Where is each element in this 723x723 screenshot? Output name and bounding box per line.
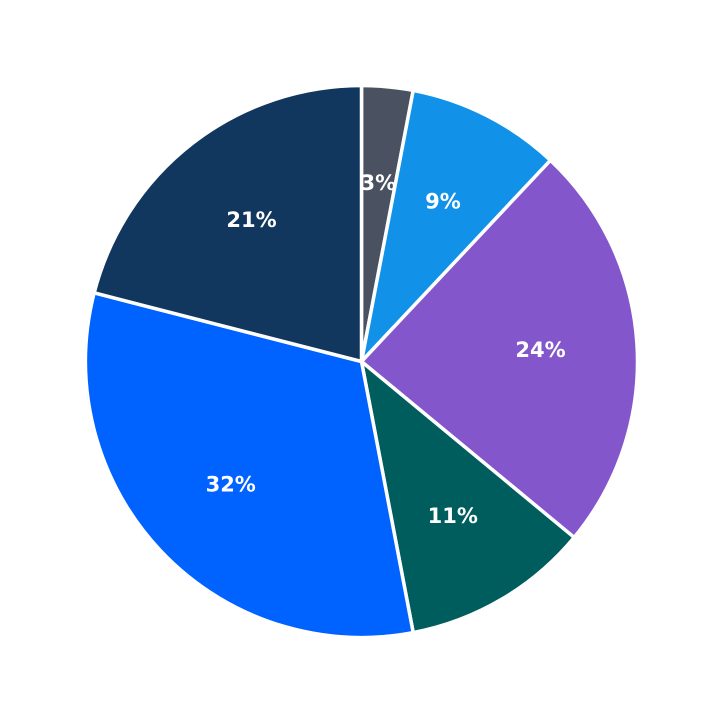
pie-slice-3 <box>359 158 640 540</box>
pie-slice-label-6: 21% <box>226 208 276 232</box>
pie-slice-label-4: 11% <box>428 504 478 528</box>
pie-slice-labels: 3% 9% 24% 11% 32% 21% <box>206 171 566 528</box>
pie-slice-2 <box>359 88 553 364</box>
pie-slice-label-3: 24% <box>515 338 565 362</box>
pie-slice-6 <box>92 83 364 364</box>
pie-slice-label-1: 3% <box>361 171 397 195</box>
pie-slice-4 <box>359 359 576 635</box>
pie-slice-label-2: 9% <box>425 190 461 214</box>
pie-slice-label-5: 32% <box>206 472 256 496</box>
pie-slice-5 <box>83 291 415 640</box>
pie-slices <box>83 83 640 640</box>
